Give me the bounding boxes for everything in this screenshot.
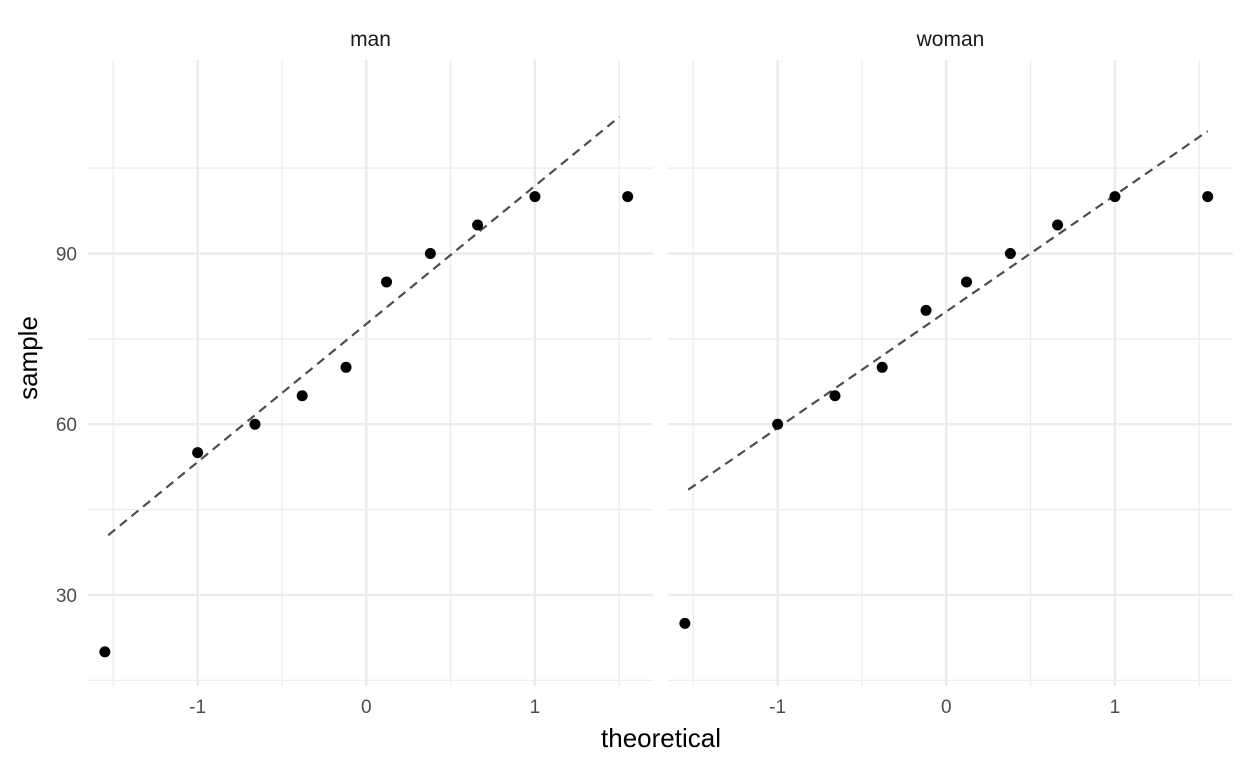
data-point [249, 418, 261, 430]
data-point [472, 219, 484, 231]
data-point [529, 191, 541, 203]
y-axis-title: sample [13, 316, 43, 400]
data-point [679, 617, 691, 629]
data-point [1109, 191, 1121, 203]
y-tick-label: 60 [56, 415, 77, 436]
data-point [381, 276, 393, 288]
facet-label-man: man [350, 28, 391, 51]
data-point [424, 247, 436, 259]
x-axis-title: theoretical [601, 723, 721, 753]
x-tick-label: -1 [189, 697, 206, 718]
data-point [99, 646, 111, 658]
data-point [1052, 219, 1064, 231]
data-point [920, 304, 932, 316]
x-tick-label: 0 [361, 697, 372, 718]
data-point [340, 361, 352, 373]
data-point [829, 390, 841, 402]
data-point [1004, 247, 1016, 259]
qq-reference-line [687, 130, 1209, 491]
x-tick-label: 1 [1110, 697, 1121, 718]
y-tick-label: 90 [56, 244, 77, 265]
data-point [622, 191, 634, 203]
data-point [296, 390, 308, 402]
qq-reference-line [107, 116, 620, 537]
y-tick-label: 30 [56, 586, 77, 607]
data-point [961, 276, 973, 288]
x-tick-label: 1 [530, 697, 541, 718]
data-point [876, 361, 888, 373]
x-tick-label: -1 [769, 697, 786, 718]
data-point [192, 447, 204, 459]
facet-label-woman: woman [916, 28, 985, 51]
x-tick-label: 0 [941, 697, 952, 718]
panel-woman: woman -1 0 1 [668, 28, 1233, 718]
panel-man: man -1 0 1 30 60 90 [56, 28, 653, 718]
data-point [772, 418, 784, 430]
data-point [1202, 191, 1214, 203]
